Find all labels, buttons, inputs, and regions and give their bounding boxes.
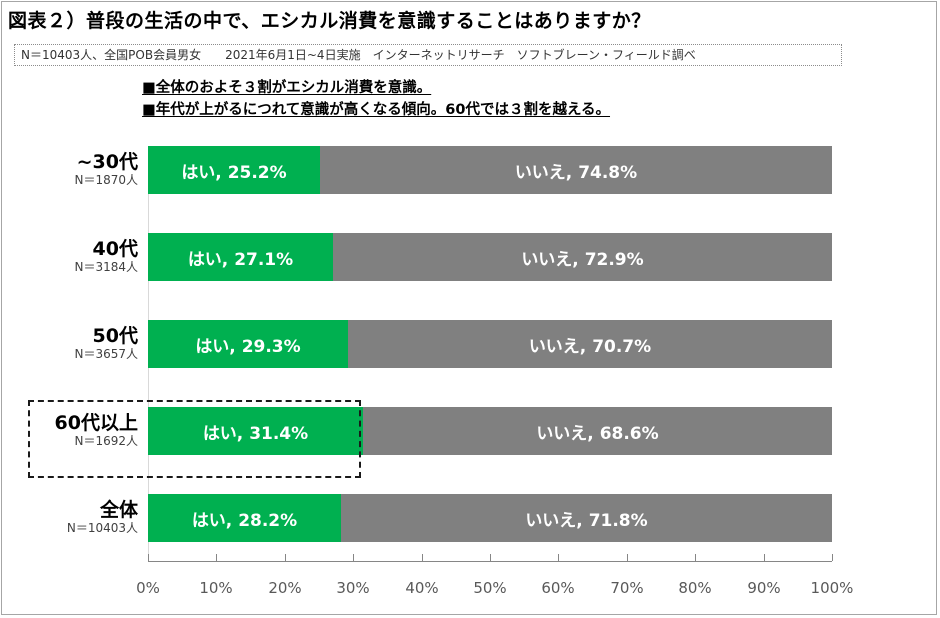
category-label: 40代	[92, 238, 138, 260]
row-label-60plus: 60代以上 N＝1692人	[55, 412, 138, 448]
x-tick-label: 10%	[199, 579, 233, 597]
category-label: 50代	[92, 325, 138, 347]
survey-meta: N＝10403人、全国POB会員男女 2021年6月1日~4日実施 インターネッ…	[14, 44, 842, 66]
category-label: ~30代	[76, 151, 138, 173]
x-tick-label: 50%	[473, 579, 507, 597]
x-tick-label: 30%	[336, 579, 370, 597]
x-tick	[627, 554, 628, 561]
x-tick	[490, 554, 491, 561]
sample-size: N＝1870人	[74, 173, 138, 187]
bar-no-50s: いいえ, 70.7%	[348, 320, 832, 368]
bar-yes-40s: はい, 27.1%	[148, 233, 333, 281]
row-label-under30: ~30代 N＝1870人	[74, 151, 138, 187]
row-label-50s: 50代 N＝3657人	[74, 325, 138, 361]
x-tick	[353, 554, 354, 561]
x-tick-label: 70%	[610, 579, 644, 597]
bar-no-60plus: いいえ, 68.6%	[363, 407, 832, 455]
row-label-40s: 40代 N＝3184人	[74, 238, 138, 274]
note-1: ■全体のおよそ３割がエシカル消費を意識。	[142, 80, 432, 96]
bar-no-total: いいえ, 71.8%	[341, 494, 832, 542]
x-tick	[148, 554, 149, 561]
sample-size: N＝3184人	[74, 260, 138, 274]
x-tick	[285, 554, 286, 561]
bar-yes-under30: はい, 25.2%	[148, 146, 320, 194]
x-tick-label: 80%	[678, 579, 712, 597]
note-2: ■年代が上がるにつれて意識が高くなる傾向。60代では３割を越える。	[142, 102, 611, 118]
x-tick-label: 20%	[268, 579, 302, 597]
highlight-box-60plus	[28, 400, 361, 478]
x-tick-label: 100%	[810, 579, 854, 597]
category-label: 全体	[99, 499, 138, 521]
x-tick-label: 0%	[136, 579, 160, 597]
x-tick	[216, 554, 217, 561]
x-tick-label: 90%	[747, 579, 781, 597]
sample-size: N＝10403人	[66, 521, 138, 535]
sample-size: N＝3657人	[74, 347, 138, 361]
chart-title: 図表２）普段の生活の中で、エシカル消費を意識することはありますか？	[8, 10, 651, 32]
x-tick-label: 40%	[405, 579, 439, 597]
sample-size: N＝1692人	[74, 434, 138, 448]
bar-yes-50s: はい, 29.3%	[148, 320, 348, 368]
bar-yes-60plus: はい, 31.4%	[148, 407, 363, 455]
row-label-total: 全体 N＝10403人	[67, 499, 138, 535]
bar-no-under30: いいえ, 74.8%	[320, 146, 832, 194]
x-axis-line	[148, 561, 832, 562]
category-label: 60代以上	[54, 412, 138, 434]
bar-yes-total: はい, 28.2%	[148, 494, 341, 542]
x-tick	[422, 554, 423, 561]
x-tick	[558, 554, 559, 561]
bar-no-40s: いいえ, 72.9%	[333, 233, 832, 281]
x-tick	[695, 554, 696, 561]
x-tick	[764, 554, 765, 561]
x-tick	[832, 554, 833, 561]
x-tick-label: 60%	[541, 579, 575, 597]
